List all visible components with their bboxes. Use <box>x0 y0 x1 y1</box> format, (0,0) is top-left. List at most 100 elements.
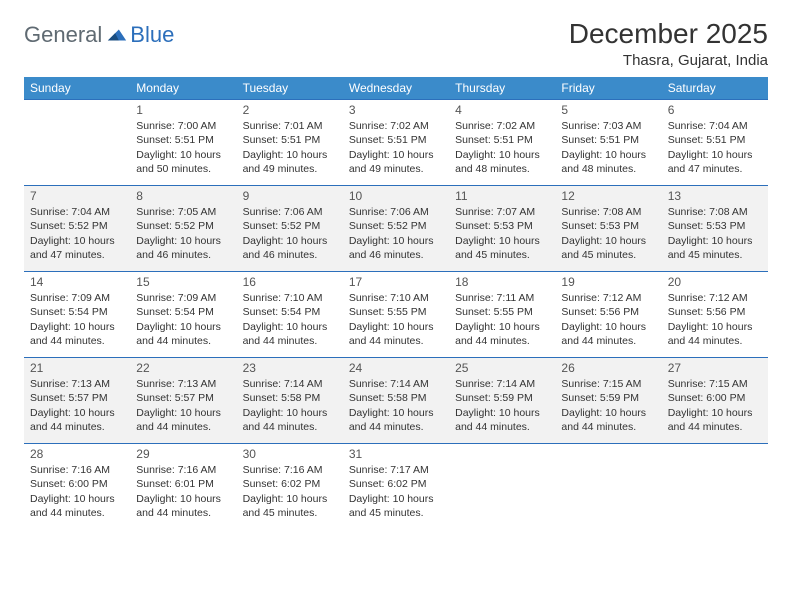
day-cell: 25Sunrise: 7:14 AMSunset: 5:59 PMDayligh… <box>449 358 555 444</box>
sunset-line: Sunset: 5:51 PM <box>455 133 549 147</box>
daylight-line: Daylight: 10 hours and 45 minutes. <box>349 492 443 520</box>
sunset-line: Sunset: 6:00 PM <box>30 477 124 491</box>
day-cell: 11Sunrise: 7:07 AMSunset: 5:53 PMDayligh… <box>449 186 555 272</box>
daylight-line: Daylight: 10 hours and 44 minutes. <box>30 492 124 520</box>
day-number: 8 <box>136 188 230 204</box>
day-number: 28 <box>30 446 124 462</box>
day-number: 26 <box>561 360 655 376</box>
day-number: 7 <box>30 188 124 204</box>
sunset-line: Sunset: 6:01 PM <box>136 477 230 491</box>
day-cell: 5Sunrise: 7:03 AMSunset: 5:51 PMDaylight… <box>555 100 661 186</box>
sunset-line: Sunset: 5:54 PM <box>243 305 337 319</box>
sunset-line: Sunset: 5:51 PM <box>136 133 230 147</box>
sunset-line: Sunset: 5:51 PM <box>243 133 337 147</box>
sunrise-line: Sunrise: 7:09 AM <box>136 291 230 305</box>
sunset-line: Sunset: 5:55 PM <box>349 305 443 319</box>
day-number: 4 <box>455 102 549 118</box>
sunrise-line: Sunrise: 7:13 AM <box>136 377 230 391</box>
day-cell: 28Sunrise: 7:16 AMSunset: 6:00 PMDayligh… <box>24 444 130 530</box>
daylight-line: Daylight: 10 hours and 44 minutes. <box>136 320 230 348</box>
daylight-line: Daylight: 10 hours and 44 minutes. <box>349 406 443 434</box>
sunset-line: Sunset: 5:57 PM <box>136 391 230 405</box>
sunset-line: Sunset: 5:53 PM <box>455 219 549 233</box>
day-number: 24 <box>349 360 443 376</box>
logo-triangle-icon <box>106 24 128 46</box>
daylight-line: Daylight: 10 hours and 44 minutes. <box>349 320 443 348</box>
daylight-line: Daylight: 10 hours and 44 minutes. <box>668 320 762 348</box>
day-number: 2 <box>243 102 337 118</box>
day-cell: 19Sunrise: 7:12 AMSunset: 5:56 PMDayligh… <box>555 272 661 358</box>
day-cell: 27Sunrise: 7:15 AMSunset: 6:00 PMDayligh… <box>662 358 768 444</box>
sunrise-line: Sunrise: 7:08 AM <box>561 205 655 219</box>
day-number: 21 <box>30 360 124 376</box>
sunrise-line: Sunrise: 7:01 AM <box>243 119 337 133</box>
sunrise-line: Sunrise: 7:10 AM <box>349 291 443 305</box>
calendar-body: 1Sunrise: 7:00 AMSunset: 5:51 PMDaylight… <box>24 100 768 530</box>
sunset-line: Sunset: 5:59 PM <box>561 391 655 405</box>
sunset-line: Sunset: 5:58 PM <box>243 391 337 405</box>
day-number: 18 <box>455 274 549 290</box>
daylight-line: Daylight: 10 hours and 44 minutes. <box>243 406 337 434</box>
day-number: 29 <box>136 446 230 462</box>
daylight-line: Daylight: 10 hours and 44 minutes. <box>30 406 124 434</box>
day-number: 31 <box>349 446 443 462</box>
day-number: 14 <box>30 274 124 290</box>
day-cell: 3Sunrise: 7:02 AMSunset: 5:51 PMDaylight… <box>343 100 449 186</box>
sunrise-line: Sunrise: 7:10 AM <box>243 291 337 305</box>
sunset-line: Sunset: 5:56 PM <box>561 305 655 319</box>
daylight-line: Daylight: 10 hours and 44 minutes. <box>668 406 762 434</box>
sunset-line: Sunset: 5:54 PM <box>30 305 124 319</box>
empty-cell <box>449 444 555 530</box>
daylight-line: Daylight: 10 hours and 44 minutes. <box>30 320 124 348</box>
sunset-line: Sunset: 5:51 PM <box>668 133 762 147</box>
day-header: Thursday <box>449 77 555 100</box>
sunset-line: Sunset: 6:00 PM <box>668 391 762 405</box>
daylight-line: Daylight: 10 hours and 46 minutes. <box>136 234 230 262</box>
day-cell: 8Sunrise: 7:05 AMSunset: 5:52 PMDaylight… <box>130 186 236 272</box>
day-number: 30 <box>243 446 337 462</box>
day-cell: 7Sunrise: 7:04 AMSunset: 5:52 PMDaylight… <box>24 186 130 272</box>
sunrise-line: Sunrise: 7:14 AM <box>243 377 337 391</box>
day-number: 20 <box>668 274 762 290</box>
calendar-week-row: 21Sunrise: 7:13 AMSunset: 5:57 PMDayligh… <box>24 358 768 444</box>
day-number: 25 <box>455 360 549 376</box>
day-header-row: SundayMondayTuesdayWednesdayThursdayFrid… <box>24 77 768 100</box>
day-cell: 12Sunrise: 7:08 AMSunset: 5:53 PMDayligh… <box>555 186 661 272</box>
sunrise-line: Sunrise: 7:07 AM <box>455 205 549 219</box>
day-cell: 21Sunrise: 7:13 AMSunset: 5:57 PMDayligh… <box>24 358 130 444</box>
sunrise-line: Sunrise: 7:13 AM <box>30 377 124 391</box>
daylight-line: Daylight: 10 hours and 44 minutes. <box>136 492 230 520</box>
sunset-line: Sunset: 5:56 PM <box>668 305 762 319</box>
day-cell: 16Sunrise: 7:10 AMSunset: 5:54 PMDayligh… <box>237 272 343 358</box>
title-block: December 2025 Thasra, Gujarat, India <box>569 18 768 69</box>
daylight-line: Daylight: 10 hours and 49 minutes. <box>349 148 443 176</box>
day-cell: 10Sunrise: 7:06 AMSunset: 5:52 PMDayligh… <box>343 186 449 272</box>
daylight-line: Daylight: 10 hours and 50 minutes. <box>136 148 230 176</box>
day-number: 19 <box>561 274 655 290</box>
day-cell: 26Sunrise: 7:15 AMSunset: 5:59 PMDayligh… <box>555 358 661 444</box>
sunrise-line: Sunrise: 7:03 AM <box>561 119 655 133</box>
sunset-line: Sunset: 6:02 PM <box>243 477 337 491</box>
sunset-line: Sunset: 5:52 PM <box>243 219 337 233</box>
daylight-line: Daylight: 10 hours and 48 minutes. <box>455 148 549 176</box>
sunrise-line: Sunrise: 7:14 AM <box>455 377 549 391</box>
calendar-week-row: 1Sunrise: 7:00 AMSunset: 5:51 PMDaylight… <box>24 100 768 186</box>
sunrise-line: Sunrise: 7:09 AM <box>30 291 124 305</box>
sunset-line: Sunset: 5:51 PM <box>561 133 655 147</box>
daylight-line: Daylight: 10 hours and 46 minutes. <box>349 234 443 262</box>
empty-cell <box>24 100 130 186</box>
sunrise-line: Sunrise: 7:02 AM <box>455 119 549 133</box>
sunrise-line: Sunrise: 7:16 AM <box>136 463 230 477</box>
sunrise-line: Sunrise: 7:11 AM <box>455 291 549 305</box>
sunrise-line: Sunrise: 7:05 AM <box>136 205 230 219</box>
day-cell: 22Sunrise: 7:13 AMSunset: 5:57 PMDayligh… <box>130 358 236 444</box>
sunrise-line: Sunrise: 7:12 AM <box>668 291 762 305</box>
daylight-line: Daylight: 10 hours and 44 minutes. <box>561 406 655 434</box>
day-number: 9 <box>243 188 337 204</box>
daylight-line: Daylight: 10 hours and 45 minutes. <box>668 234 762 262</box>
sunset-line: Sunset: 5:57 PM <box>30 391 124 405</box>
day-number: 22 <box>136 360 230 376</box>
month-title: December 2025 <box>569 18 768 50</box>
sunset-line: Sunset: 5:52 PM <box>30 219 124 233</box>
day-header: Wednesday <box>343 77 449 100</box>
